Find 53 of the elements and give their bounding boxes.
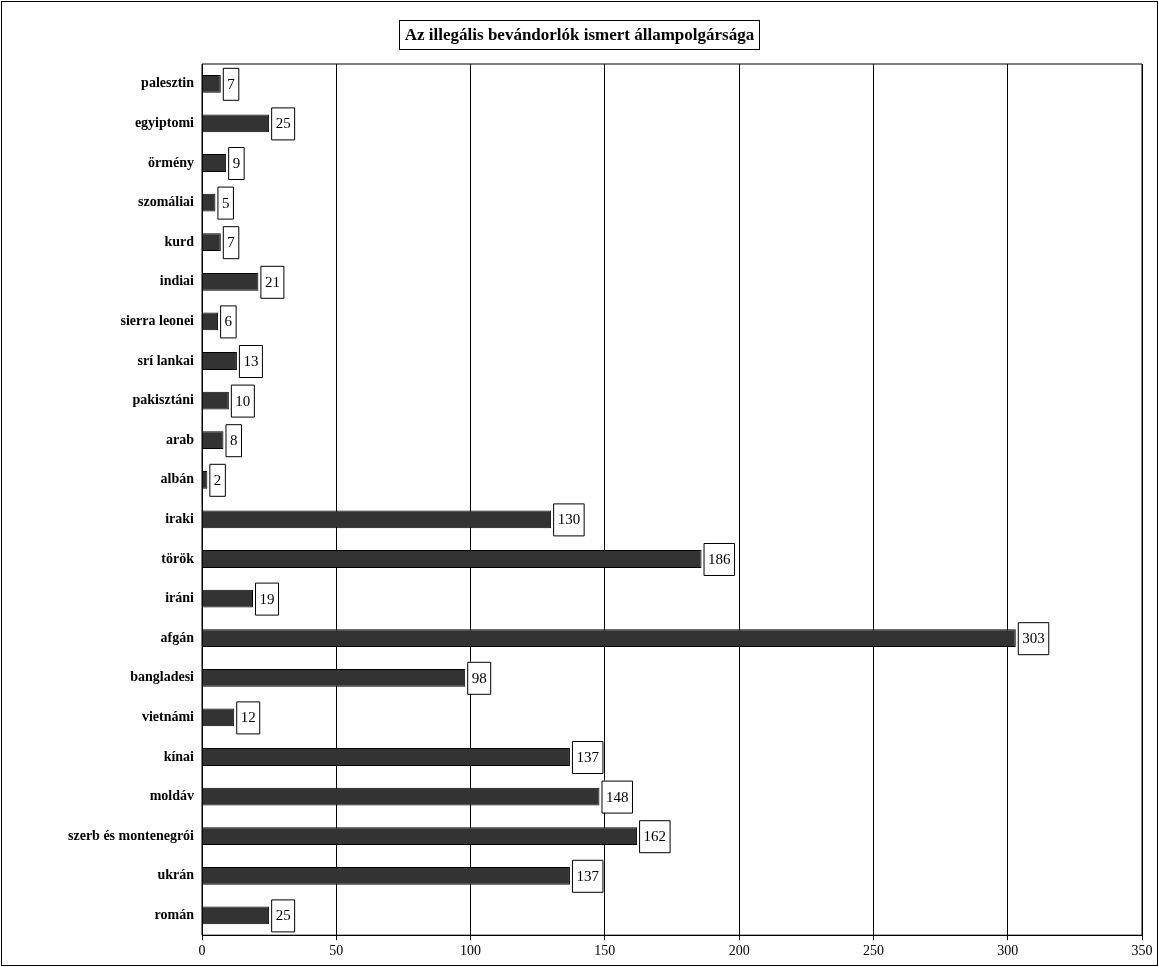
data-label: 5	[221, 194, 230, 211]
y-tick-label: vietnámi	[141, 709, 195, 725]
y-tick-label: bangladesi	[130, 669, 195, 685]
data-label: 25	[275, 907, 291, 924]
data-label: 148	[605, 788, 629, 805]
data-label: 21	[264, 273, 280, 290]
x-tick-label: 200	[728, 943, 750, 959]
y-tick-label: ukrán	[157, 867, 195, 883]
data-label: 7	[227, 75, 236, 92]
y-tick-label: török	[161, 550, 195, 566]
y-tick-label: egyiptomi	[134, 115, 195, 131]
y-tick-label: kurd	[164, 233, 195, 249]
x-tick-label: 100	[460, 943, 482, 959]
data-label: 12	[240, 709, 256, 726]
x-tick-label: 250	[862, 943, 884, 959]
y-tick-label: román	[154, 907, 195, 923]
data-label: 6	[224, 313, 233, 330]
data-label: 10	[235, 392, 251, 409]
y-tick-label: iraki	[165, 511, 195, 527]
data-label: 303	[1022, 630, 1045, 647]
data-label: 137	[576, 748, 600, 765]
y-tick-label: moldáv	[149, 788, 194, 804]
y-tick-label: pakisztáni	[132, 392, 195, 408]
y-tick-label: iráni	[165, 590, 195, 606]
data-label: 162	[643, 828, 667, 845]
x-tick-label: 150	[594, 943, 616, 959]
data-label: 98	[471, 669, 487, 686]
y-tick-label: örmény	[148, 154, 194, 170]
y-tick-label: indiai	[159, 273, 195, 289]
y-tick-label: kínai	[163, 748, 195, 764]
data-label: 186	[708, 550, 732, 567]
y-tick-label: szerb és montenegrói	[68, 827, 195, 843]
x-tick-label: 350	[1131, 943, 1153, 959]
data-label: 2	[213, 471, 222, 488]
y-tick-label: afgán	[160, 629, 195, 645]
data-label: 13	[243, 352, 259, 369]
data-label: 19	[259, 590, 275, 607]
data-label: 25	[275, 115, 291, 132]
y-tick-label: srí lankai	[137, 352, 195, 368]
x-tick-label: 50	[329, 943, 344, 959]
data-label: 130	[557, 511, 581, 528]
x-tick-label: 0	[198, 943, 206, 959]
data-label: 8	[229, 432, 238, 449]
y-tick-label: arab	[166, 431, 195, 447]
data-label: 137	[576, 867, 600, 884]
y-tick-label: albán	[160, 471, 195, 487]
x-tick-label: 300	[997, 943, 1019, 959]
y-tick-label: szomáliai	[138, 194, 195, 210]
y-tick-label: sierra leonei	[120, 313, 195, 329]
data-label: 9	[232, 154, 241, 171]
chart-title: Az illegális bevándorlók ismert állampolgársága	[398, 20, 761, 50]
data-label: 7	[227, 234, 236, 251]
y-tick-label: palesztin	[141, 75, 195, 91]
